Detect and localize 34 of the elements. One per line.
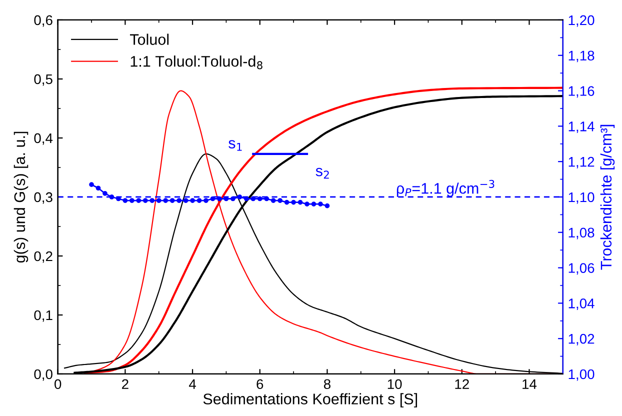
annotation: s$_{1}$	[228, 140, 242, 151]
x-tick-label: 12	[455, 379, 469, 389]
y2-tick-label: 1,08	[568, 228, 594, 240]
x-tick-label: 4	[188, 379, 196, 389]
x-axis-title: Sedimentations Koeffizient s [S]	[203, 393, 418, 408]
y-tick-label: 0,2	[34, 251, 52, 263]
y-tick-label: 0,0	[34, 369, 52, 381]
y-tick-label: 0,1	[34, 310, 52, 322]
annotation: s$_{2}$	[316, 168, 329, 179]
x-tick-label: 0	[54, 379, 62, 390]
y2-axis-title: Trockendichte [g/cm³]	[600, 124, 615, 270]
y2-tick-label: 1,20	[568, 15, 594, 27]
y-tick-label: 0,6	[34, 15, 52, 27]
y-axis-title: g(s) und G(s) [a. u.]	[14, 132, 28, 263]
x-tick-label: 2	[122, 379, 128, 389]
legend-label: Toluol	[130, 34, 169, 45]
legend-label: 1:1 Toluol:Toluol-d$_{8}$	[130, 56, 262, 70]
y2-tick-label: 1,12	[568, 156, 594, 168]
y2-tick-label: 1,06	[568, 263, 594, 275]
y2-tick-label: 1,02	[568, 334, 594, 346]
x-tick-label: 14	[522, 379, 537, 389]
y2-tick-label: 1,18	[568, 50, 594, 62]
x-tick-label: 6	[256, 379, 264, 390]
y-tick-label: 0,3	[34, 192, 52, 204]
y2-tick-label: 1,00	[568, 369, 594, 381]
y-tick-label: 0,4	[34, 133, 53, 145]
ref-line-label: ρ$_{P}$=1.1 g/cm$^{−3}$	[396, 180, 494, 197]
y2-tick-label: 1,10	[568, 192, 594, 204]
y-tick-label: 0,5	[34, 74, 52, 86]
x-tick-label: 10	[388, 379, 402, 390]
y2-tick-label: 1,14	[568, 122, 594, 133]
y2-tick-label: 1,16	[568, 86, 594, 98]
y2-tick-label: 1,04	[568, 298, 594, 310]
x-tick-label: 8	[324, 379, 330, 390]
